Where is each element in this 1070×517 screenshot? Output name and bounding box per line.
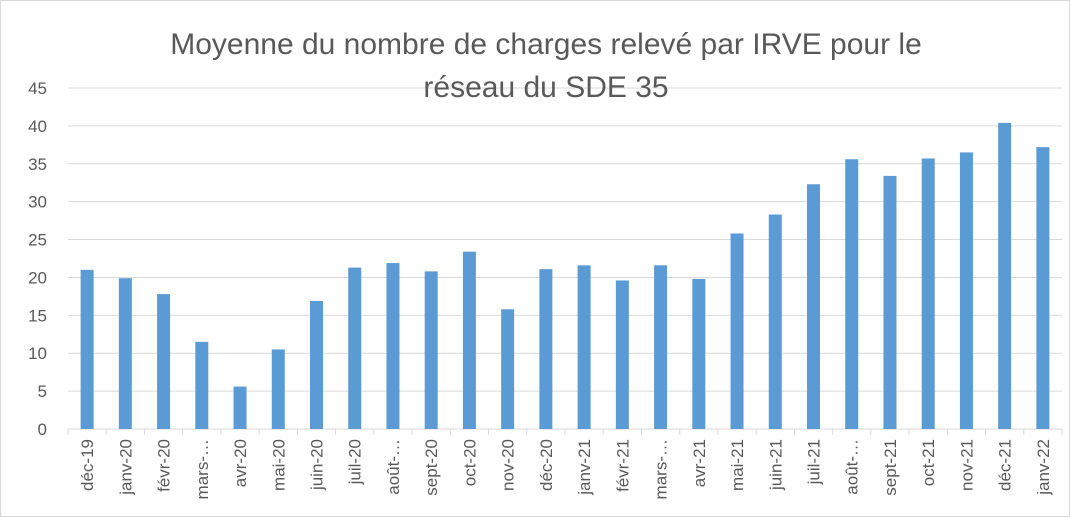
x-tick-label: janv-22	[1034, 439, 1053, 496]
bar	[233, 386, 247, 429]
x-tick-label: mars-…	[193, 439, 212, 499]
bar	[768, 214, 782, 429]
x-tick-label: août-…	[384, 439, 403, 495]
bar	[730, 233, 744, 429]
y-tick-label: 40	[28, 117, 47, 136]
x-tick-label: janv-21	[575, 439, 594, 496]
bar	[959, 152, 973, 429]
x-tick-label: mai-20	[269, 439, 288, 491]
bar	[692, 278, 706, 429]
x-tick-label: août-…	[843, 439, 862, 495]
bar	[348, 267, 362, 429]
bar	[310, 300, 323, 429]
y-tick-label: 15	[28, 306, 47, 325]
bar	[615, 280, 629, 429]
bar	[501, 309, 515, 429]
bar	[195, 341, 209, 429]
x-tick-label: nov-20	[499, 439, 518, 491]
x-tick-label: févr-21	[613, 439, 632, 492]
x-tick-label: déc-19	[78, 439, 97, 491]
x-tick-label: oct-21	[919, 439, 938, 486]
y-tick-label: 30	[28, 193, 47, 212]
x-tick-label: mai-21	[728, 439, 747, 491]
y-tick-label: 25	[28, 231, 47, 250]
bar	[654, 265, 668, 429]
bar	[271, 349, 285, 429]
bar	[539, 269, 553, 429]
bar	[577, 265, 591, 429]
bar	[80, 269, 94, 429]
bar	[424, 271, 438, 429]
x-tick-label: déc-20	[537, 439, 556, 491]
bar	[462, 251, 476, 429]
bar	[998, 122, 1012, 429]
x-tick-label: janv-20	[116, 439, 135, 496]
bar	[118, 278, 132, 429]
y-tick-label: 35	[28, 155, 47, 174]
x-tick-label: févr-20	[155, 439, 174, 492]
x-tick-label: sept-21	[881, 439, 900, 496]
y-tick-label: 45	[28, 79, 47, 98]
x-tick-label: juil-20	[346, 439, 365, 485]
bar	[386, 263, 400, 429]
y-tick-label: 20	[28, 268, 47, 287]
y-tick-label: 5	[38, 382, 47, 401]
x-tick-label: déc-21	[996, 439, 1015, 491]
chart-title: Moyenne du nombre de charges relevé par …	[170, 28, 922, 104]
x-tick-label: juin-21	[766, 439, 785, 491]
x-tick-label: juin-20	[308, 439, 327, 491]
bar	[1036, 147, 1050, 429]
x-tick-label: avr-20	[231, 439, 250, 487]
bar	[921, 158, 935, 429]
bar	[845, 159, 859, 429]
bar	[807, 184, 820, 429]
x-tick-label: sept-20	[422, 439, 441, 496]
x-tick-label: avr-21	[690, 439, 709, 487]
x-tick-label: nov-21	[957, 439, 976, 491]
y-tick-label: 10	[28, 344, 47, 363]
x-tick-label: mars-…	[652, 439, 671, 499]
x-tick-label: juil-21	[805, 439, 824, 485]
x-tick-label: oct-20	[460, 439, 479, 486]
bar	[883, 175, 897, 429]
bar	[157, 294, 171, 429]
y-tick-label: 0	[38, 420, 47, 439]
